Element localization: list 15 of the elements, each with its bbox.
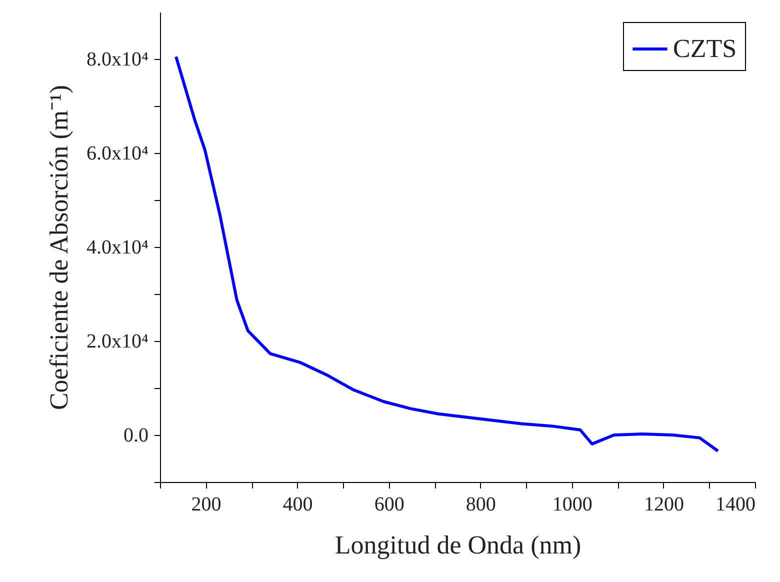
y-tick-label: 0.0 (124, 424, 148, 446)
x-tick-label: 1000 (552, 494, 592, 516)
x-axis-title: Longitud de Onda (nm) (334, 530, 582, 560)
x-tick-label: 1200 (644, 494, 684, 516)
x-tick-label: 600 (374, 494, 404, 516)
legend-label: CZTS (673, 34, 737, 63)
x-tick-label: 200 (191, 494, 222, 516)
y-tick-label: 8.0x10⁴ (86, 48, 149, 70)
x-tick-label: 1400 (716, 494, 756, 516)
y-tick-label: 4.0x10⁴ (86, 236, 149, 258)
y-tick-label: 2.0x10⁴ (86, 330, 149, 352)
x-tick-label: 800 (466, 494, 496, 516)
x-tick-label: 400 (282, 494, 313, 516)
y-axis-title: Coeficiente de Absorción (m⁻¹) (44, 84, 74, 410)
y-tick-label: 6.0x10⁴ (86, 142, 149, 164)
